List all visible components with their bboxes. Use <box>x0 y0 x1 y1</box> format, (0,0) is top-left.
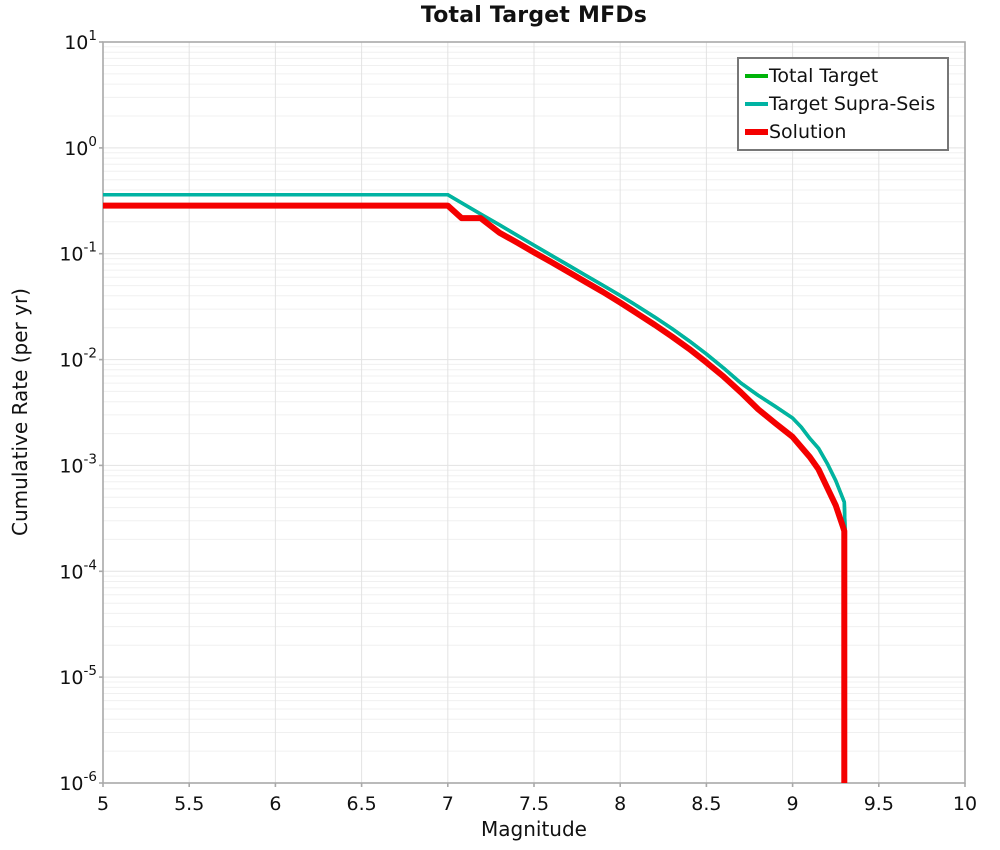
svg-text:10-3: 10-3 <box>59 451 97 477</box>
legend-label: Target Supra-Seis <box>769 93 936 115</box>
svg-text:9.5: 9.5 <box>864 793 894 815</box>
legend-label: Solution <box>769 121 847 143</box>
svg-text:10-5: 10-5 <box>59 663 97 689</box>
svg-text:10-2: 10-2 <box>59 346 97 372</box>
legend-item-total-target: Total Target <box>745 62 943 90</box>
svg-text:100: 100 <box>64 134 97 160</box>
svg-text:7.5: 7.5 <box>519 793 549 815</box>
legend-item-solution: Solution <box>745 118 943 146</box>
legend-swatch-solution <box>745 129 768 135</box>
legend-item-target-supra-seis: Target Supra-Seis <box>745 90 943 118</box>
svg-text:10: 10 <box>953 793 977 815</box>
svg-text:5.5: 5.5 <box>174 793 204 815</box>
svg-text:10-6: 10-6 <box>59 769 97 795</box>
x-axis-label: Magnitude <box>481 817 587 841</box>
legend: Total Target Target Supra-Seis Solution <box>737 57 949 151</box>
svg-text:7: 7 <box>442 793 454 815</box>
svg-text:101: 101 <box>64 28 97 54</box>
svg-text:10-4: 10-4 <box>59 557 97 583</box>
legend-swatch-target-supra-seis <box>745 102 768 106</box>
legend-label: Total Target <box>769 65 879 87</box>
svg-text:8: 8 <box>614 793 626 815</box>
svg-text:6.5: 6.5 <box>346 793 376 815</box>
svg-text:6: 6 <box>269 793 281 815</box>
chart-title: Total Target MFDs <box>420 3 648 28</box>
svg-text:9: 9 <box>787 793 799 815</box>
svg-text:10-1: 10-1 <box>59 240 97 266</box>
svg-text:5: 5 <box>97 793 109 815</box>
legend-swatch-total-target <box>745 74 768 78</box>
svg-text:8.5: 8.5 <box>691 793 721 815</box>
